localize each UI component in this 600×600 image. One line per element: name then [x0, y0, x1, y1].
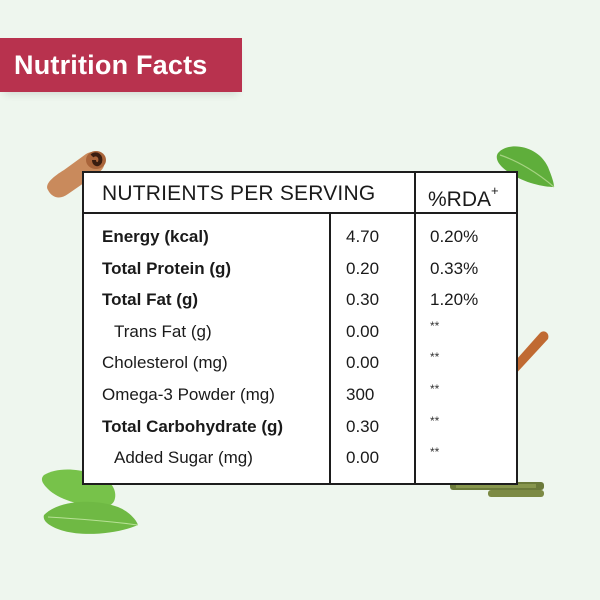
mint-leaves-icon — [41, 469, 139, 534]
nutrient-value: 0.00 — [346, 321, 380, 341]
nutrient-name: Omega-3 Powder (mg) — [102, 384, 275, 404]
table-row: Omega-3 Powder (mg) 300 ** — [84, 382, 516, 414]
nutrient-rda: ** — [430, 381, 440, 396]
leaf-icon — [496, 146, 555, 188]
table-row: Cholesterol (mg) 0.00 ** — [84, 350, 516, 382]
nutrient-value: 0.00 — [346, 353, 380, 373]
nutrient-rda: ** — [430, 318, 440, 333]
nutrient-value: 0.30 — [346, 416, 380, 436]
table-row: Added Sugar (mg) 0.00 ** — [84, 445, 516, 477]
nutrient-rda: 0.33% — [430, 258, 479, 278]
table-body: Energy (kcal) 4.70 0.20% Total Protein (g) 0… — [84, 224, 516, 477]
table-row: Total Carbohydrate (g) 0.30 ** — [84, 414, 516, 446]
nutrient-name: Cholesterol (mg) — [102, 353, 228, 373]
nutrient-name: Total Carbohydrate (g) — [102, 416, 284, 436]
column-divider-value — [329, 214, 331, 483]
header-rda: %RDA+ — [428, 173, 499, 220]
table-header: NUTRIENTS PER SERVING %RDA+ — [84, 173, 516, 214]
nutrient-rda: ** — [430, 413, 440, 428]
cinnamon-roll-icon — [47, 151, 106, 198]
nutrient-name: Energy (kcal) — [102, 227, 209, 246]
nutrient-value: 0.00 — [346, 448, 380, 468]
nutrient-rda: 0.20% — [430, 227, 479, 246]
nutrient-value: 0.20 — [346, 258, 380, 278]
table-row: Total Fat (g) 0.30 1.20% — [84, 287, 516, 319]
table-row: Total Protein (g) 0.20 0.33% — [84, 256, 516, 288]
header-nutrients-per-serving: NUTRIENTS PER SERVING — [102, 182, 376, 205]
nutrient-rda: ** — [430, 445, 440, 460]
nutrient-value: 300 — [346, 384, 375, 404]
nutrient-name: Trans Fat (g) — [114, 321, 212, 341]
header-rda-label: %RDA — [428, 188, 492, 211]
nutrient-rda: 1.20% — [430, 290, 479, 310]
nutrition-table: NUTRIENTS PER SERVING %RDA+ Energy (kcal… — [82, 171, 518, 485]
table-row: Trans Fat (g) 0.00 ** — [84, 319, 516, 351]
nutrient-name: Total Protein (g) — [102, 258, 232, 278]
nutrient-name: Total Fat (g) — [102, 290, 198, 310]
column-divider-rda — [414, 214, 416, 483]
header-divider — [414, 173, 416, 214]
nutrition-facts-banner: Nutrition Facts — [0, 38, 242, 92]
header-rda-sup: + — [491, 183, 499, 198]
table-row: Energy (kcal) 4.70 0.20% — [84, 224, 516, 256]
nutrient-rda: ** — [430, 350, 440, 365]
nutrient-value: 0.30 — [346, 290, 380, 310]
nutrient-value: 4.70 — [346, 227, 380, 246]
nutrient-name: Added Sugar (mg) — [114, 448, 253, 468]
